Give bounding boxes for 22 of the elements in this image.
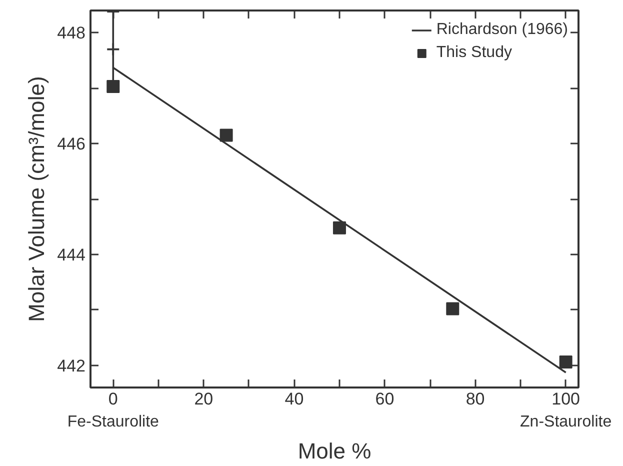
point [559,355,572,368]
point [106,80,120,93]
y-axis-title: Molar Volume (cm³/mole) [24,76,50,322]
x-axis-title: Mole % [298,438,372,464]
y-tick-label: 448 [57,24,86,43]
x-tick-label: 20 [194,390,214,408]
y-tick-label: 446 [57,134,86,154]
y-tick-label: 442 [57,356,86,376]
x-tick-label: 80 [466,390,485,408]
x-tick-label: 100 [552,390,580,408]
point [220,128,233,142]
x-tick-label: 40 [284,390,304,408]
text: Fe-Staurolite [67,414,160,430]
x-tick-label: 60 [375,390,394,408]
text: Zn-Staurolite [520,414,612,430]
point [332,221,346,234]
point [446,302,460,316]
y-tick-label: 444 [57,245,86,264]
legend-label: Richardson (1966) [436,21,568,39]
x-tick-label: 0 [108,390,118,408]
point [106,42,120,56]
legend-label: This Study [436,44,512,62]
